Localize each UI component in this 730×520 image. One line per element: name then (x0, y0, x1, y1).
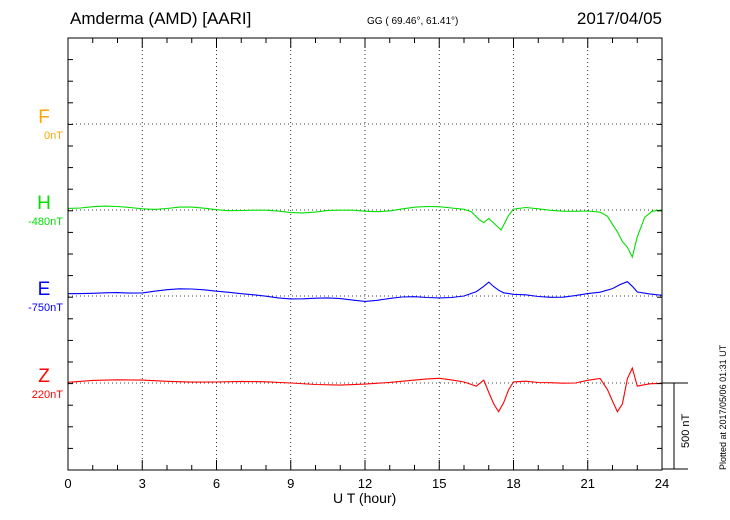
date-label: 2017/04/05 (576, 9, 662, 28)
x-tick-label: 24 (655, 476, 669, 491)
x-tick-label: 21 (581, 476, 595, 491)
series-traces (67, 205, 663, 413)
x-tick-label: 18 (506, 476, 520, 491)
scale-bar-label: 500 nT (680, 413, 692, 448)
grid-lines (68, 38, 662, 470)
series-z-line (67, 366, 663, 413)
x-axis-title: U T (hour) (333, 490, 397, 506)
component-e-label: E (37, 279, 51, 300)
x-tick-label: 9 (287, 476, 294, 491)
scale-bar (662, 382, 688, 470)
geographic-coords: GG ( 69.46°, 61.41°) (367, 16, 459, 27)
x-tick-label: 12 (358, 476, 372, 491)
component-h-label: H (37, 193, 51, 214)
component-z-baseline: 220nT (31, 389, 63, 401)
component-f-baseline: 0nT (44, 130, 63, 142)
axis-ticks: 0 3 6 9 12 15 18 21 24 (64, 37, 669, 491)
station-title: Amderma (AMD) [AARI] (70, 9, 252, 28)
component-h-baseline: -480nT (28, 216, 63, 228)
x-tick-label: 3 (139, 476, 146, 491)
x-tick-label: 6 (213, 476, 220, 491)
series-h-line (67, 205, 663, 259)
component-f-label: F (38, 107, 50, 128)
series-e-line (67, 281, 663, 302)
component-z-label: Z (38, 366, 50, 387)
x-tick-label: 15 (432, 476, 446, 491)
component-e-baseline: -750nT (28, 302, 63, 314)
plotted-note: Plotted at 2017/05/06 01:31 UT (718, 344, 728, 470)
x-tick-label: 0 (64, 476, 71, 491)
